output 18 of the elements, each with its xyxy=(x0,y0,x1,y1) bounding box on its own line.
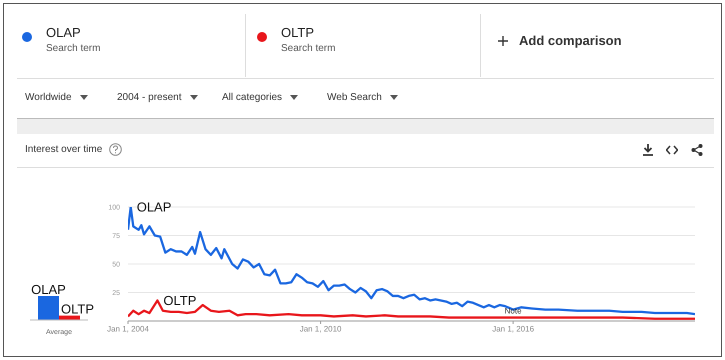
text: Worldwide xyxy=(25,92,72,103)
x-tick-label: Jan 1, 2010 xyxy=(300,324,342,334)
chart-title: Interest over time xyxy=(25,144,102,155)
series-label: OLTP xyxy=(61,302,94,317)
x-tick-label: Jan 1, 2004 xyxy=(107,324,150,334)
text: Search term xyxy=(46,43,100,54)
annotation: Note xyxy=(504,306,522,316)
x-tick-label: Jan 1, 2016 xyxy=(492,324,535,334)
text: 2004 - present xyxy=(117,92,182,103)
series-label: OLAP xyxy=(31,282,66,297)
text: All categories xyxy=(222,92,282,103)
text: Search term xyxy=(281,43,336,54)
text: OLTP xyxy=(163,293,196,308)
text: Web Search xyxy=(327,92,382,103)
legend-label: OLAP xyxy=(46,25,81,40)
text: Add comparison xyxy=(519,33,622,48)
legend-label: OLTP xyxy=(281,25,314,40)
text: OLAP xyxy=(136,200,172,215)
